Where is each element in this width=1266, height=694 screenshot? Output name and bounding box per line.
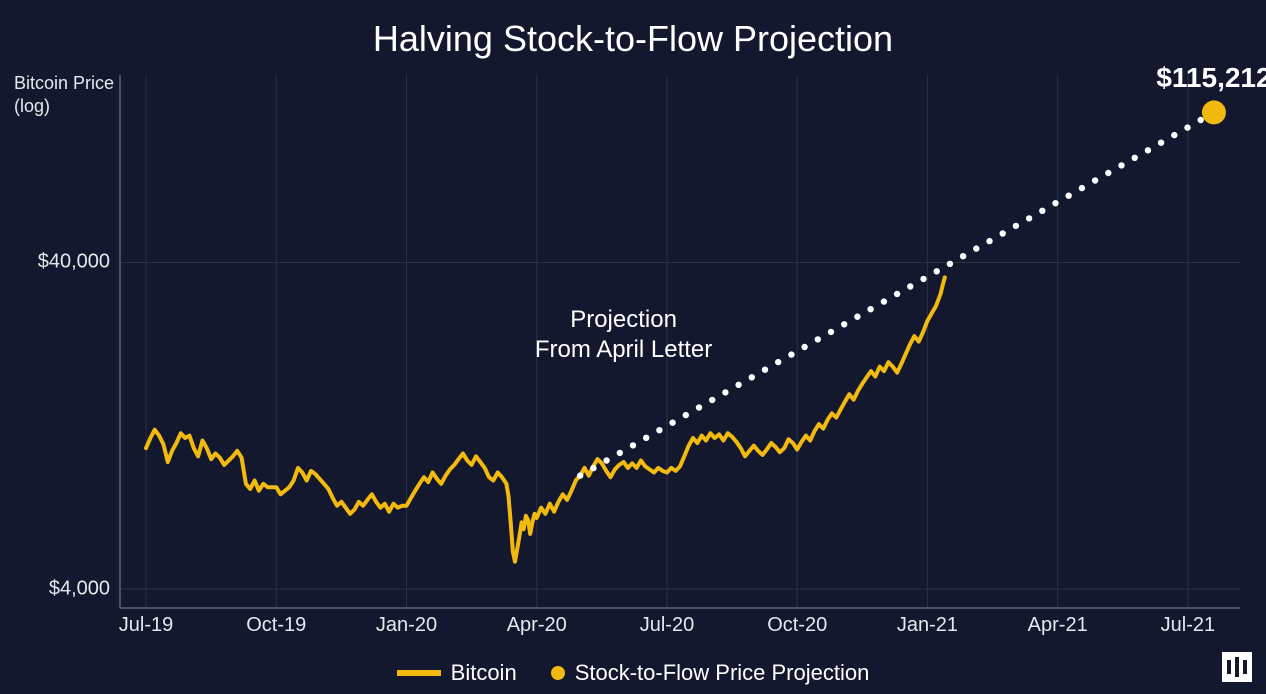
annotation-line2: From April Letter [535,336,712,363]
y-tick-label: $4,000 [10,578,110,601]
x-tick-label: Jul-19 [119,614,173,637]
legend-item-bitcoin: Bitcoin [397,660,517,686]
x-tick-label: Jan-21 [897,614,958,637]
chart-container: Halving Stock-to-Flow Projection Bitcoin… [0,0,1266,694]
legend-label-projection: Stock-to-Flow Price Projection [575,660,870,686]
x-tick-label: Oct-20 [767,614,827,637]
x-tick-label: Oct-19 [246,614,306,637]
projection-annotation: Projection From April Letter [535,305,712,365]
x-tick-label: Jan-20 [376,614,437,637]
legend-item-projection: Stock-to-Flow Price Projection [551,660,870,686]
logo-bar [1227,660,1231,674]
x-tick-label: Jul-21 [1161,614,1215,637]
legend-swatch-dot [551,666,565,680]
x-tick-label: Apr-21 [1028,614,1088,637]
projection-end-label: $115,212 [1156,62,1266,94]
y-tick-label: $40,000 [10,251,110,274]
logo-bar [1243,660,1247,674]
annotation-line1: Projection [570,306,677,333]
logo-bar [1235,657,1239,677]
x-tick-label: Apr-20 [507,614,567,637]
x-tick-label: Jul-20 [640,614,694,637]
legend: Bitcoin Stock-to-Flow Price Projection [0,660,1266,686]
logo-icon [1222,652,1252,682]
legend-label-bitcoin: Bitcoin [451,660,517,686]
legend-swatch-line [397,670,441,676]
